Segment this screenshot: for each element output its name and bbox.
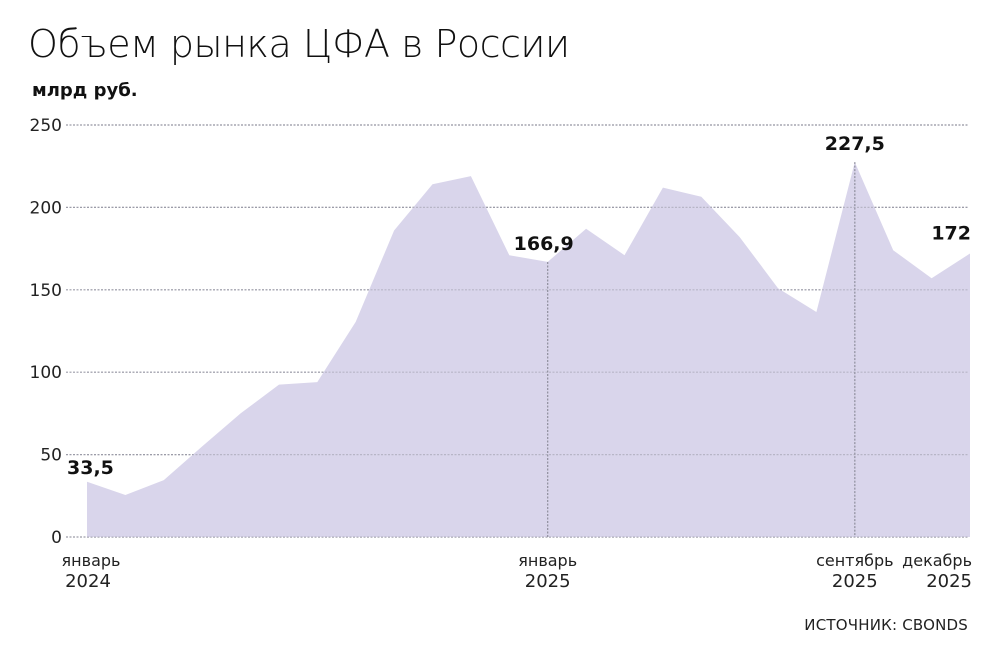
x-tick-month: январь: [518, 551, 577, 570]
x-axis: январь2024январь2025сентябрь2025декабрь2…: [62, 551, 972, 592]
unit-label: млрд руб.: [32, 80, 138, 101]
x-tick-month: сентябрь: [816, 551, 894, 570]
data-label: 227,5: [825, 133, 885, 155]
y-tick-label: 0: [51, 528, 62, 548]
x-tick-month: декабрь: [902, 551, 972, 570]
x-tick-year: 2024: [65, 571, 111, 592]
data-labels: 33,5 166,9 227,5 172: [67, 133, 971, 479]
chart-title: Объем рынка ЦФА в России: [28, 22, 570, 66]
x-tick-year: 2025: [926, 571, 972, 592]
data-label: 172: [931, 223, 971, 245]
y-tick-label: 100: [30, 363, 62, 383]
y-tick-label: 200: [30, 198, 62, 218]
data-label: 166,9: [514, 233, 574, 255]
x-tick-year: 2025: [832, 571, 878, 592]
y-tick-label: 150: [30, 281, 62, 301]
source-note: ИСТОЧНИК: CBONDS: [804, 616, 968, 634]
x-tick-year: 2025: [525, 571, 571, 592]
area-fill: [87, 162, 970, 537]
x-tick-month: январь: [62, 551, 121, 570]
data-label: 33,5: [67, 457, 114, 479]
y-axis: 0 50 100 150 200 250: [30, 116, 62, 548]
vertical-markers: [547, 162, 856, 537]
y-tick-label: 50: [40, 446, 62, 466]
area-series: [87, 162, 970, 537]
y-tick-label: 250: [30, 116, 62, 136]
